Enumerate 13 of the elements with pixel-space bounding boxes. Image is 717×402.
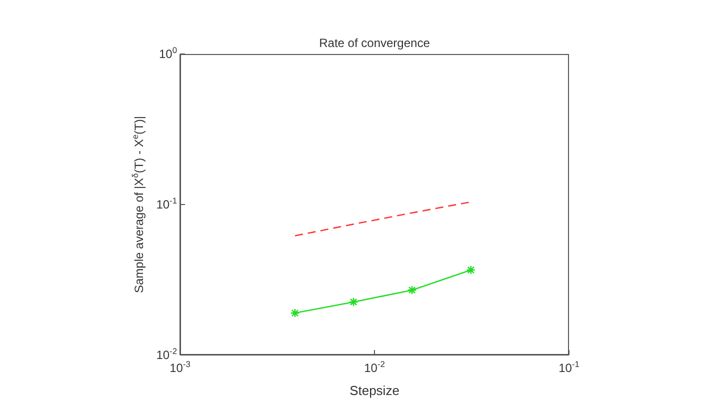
point xyxy=(407,285,417,295)
point xyxy=(290,308,300,318)
y-tick-label: 10$^{-2}$ xyxy=(156,346,178,362)
x-tick-label: 10$^{-2}$ xyxy=(364,359,386,375)
x-tick-label: 10$^{-3}$ xyxy=(170,359,191,375)
chart-title: Rate of convergence xyxy=(318,36,431,50)
line-series xyxy=(294,201,472,236)
point xyxy=(466,265,476,275)
x-tick-label: 10$^{-1}$ xyxy=(558,359,580,375)
y-tick-label: 10$^{-1}$ xyxy=(156,196,178,212)
y-tick-label: 10$^{0}$ xyxy=(158,45,178,61)
point xyxy=(348,297,358,307)
x-axis-title: Stepsize xyxy=(350,383,400,398)
